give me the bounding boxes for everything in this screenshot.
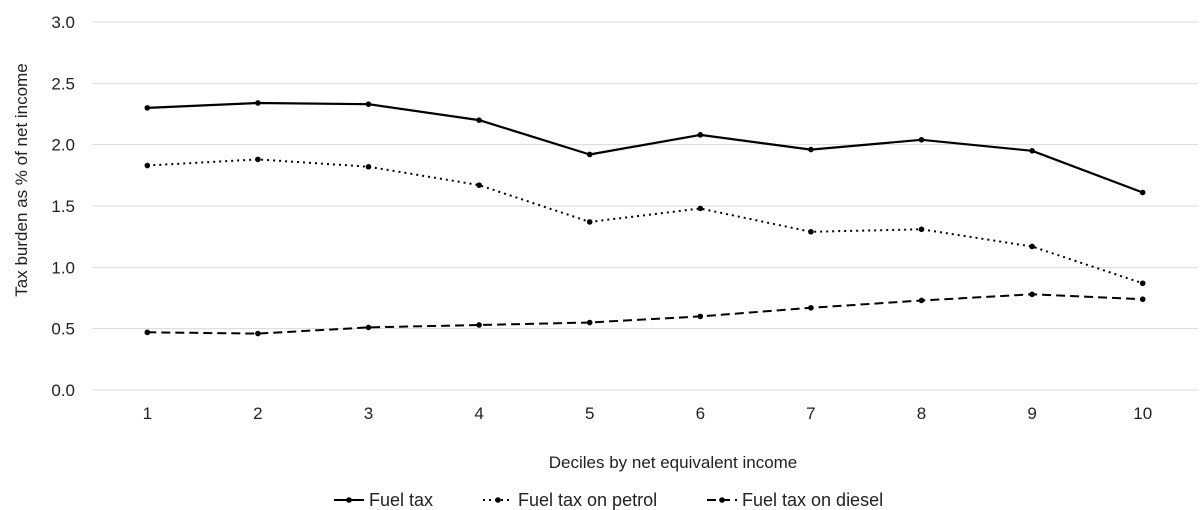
data-point (586, 151, 593, 158)
y-tick-label: 1.5 (51, 197, 75, 216)
x-tick-label: 6 (696, 404, 705, 423)
data-point (476, 322, 482, 328)
legend-marker (495, 497, 501, 503)
series-line (147, 101, 1144, 194)
data-point (1029, 148, 1035, 154)
data-point (1029, 291, 1035, 298)
y-tick-label: 0.5 (51, 320, 75, 339)
data-point (255, 100, 261, 106)
data-point (918, 226, 925, 233)
data-point (1139, 296, 1146, 303)
data-point (476, 182, 482, 188)
data-point (697, 205, 704, 212)
data-point (808, 228, 814, 235)
data-point (365, 163, 372, 170)
data-point (1029, 243, 1035, 250)
data-point (144, 162, 151, 169)
legend-item: Fuel tax (334, 490, 433, 510)
data-point (586, 219, 593, 225)
data-point (144, 329, 151, 336)
x-tick-label: 1 (143, 404, 152, 423)
x-axis-title: Deciles by net equivalent income (549, 453, 798, 472)
legend-label: Fuel tax (369, 490, 433, 510)
series-line (147, 158, 1144, 285)
legend-label: Fuel tax on petrol (518, 490, 657, 510)
x-tick-label: 5 (585, 404, 594, 423)
legend-marker (719, 497, 725, 503)
data-point (808, 305, 814, 311)
legend-label: Fuel tax on diesel (742, 490, 883, 510)
data-point (918, 297, 925, 304)
y-tick-label: 1.0 (51, 258, 75, 277)
x-axis-ticks: 1 2 3 4 5 6 7 8 9 10 (143, 404, 1153, 423)
series-fuel-tax-on-diesel (144, 291, 1146, 337)
legend-item: Fuel tax on diesel (707, 490, 883, 510)
x-tick-label: 3 (364, 404, 373, 423)
data-point (918, 136, 925, 143)
y-axis-title: Tax burden as % of net income (12, 63, 31, 296)
x-tick-label: 8 (917, 404, 926, 423)
series-lines (144, 100, 1146, 337)
y-tick-label: 0.0 (51, 381, 75, 400)
y-tick-label: 2.5 (51, 74, 75, 93)
data-point (255, 330, 261, 337)
x-tick-label: 7 (806, 404, 815, 423)
data-point (365, 324, 372, 331)
series-line (147, 293, 1143, 335)
y-tick-label: 3.0 (51, 13, 75, 32)
data-point (808, 146, 814, 153)
data-point (1139, 280, 1146, 287)
data-point (144, 105, 151, 111)
x-tick-label: 10 (1133, 404, 1152, 423)
data-point (586, 319, 593, 326)
legend-marker (346, 497, 352, 503)
legend-item: Fuel tax on petrol (483, 490, 657, 510)
x-tick-label: 9 (1027, 404, 1036, 423)
data-point (697, 313, 704, 320)
y-tick-label: 2.0 (51, 136, 75, 155)
data-point (476, 117, 482, 123)
x-tick-label: 4 (474, 404, 483, 423)
legend: Fuel tax Fuel tax on petrol Fuel tax on di… (334, 490, 883, 510)
data-point (1139, 189, 1146, 196)
y-axis-ticks: 0.0 0.5 1.0 1.5 2.0 2.5 3.0 (51, 13, 75, 400)
series-fuel-tax (144, 100, 1146, 196)
x-tick-label: 2 (253, 404, 262, 423)
data-point (697, 132, 704, 138)
data-point (255, 156, 261, 163)
series-fuel-tax-on-petrol (144, 156, 1146, 287)
data-point (365, 101, 372, 107)
